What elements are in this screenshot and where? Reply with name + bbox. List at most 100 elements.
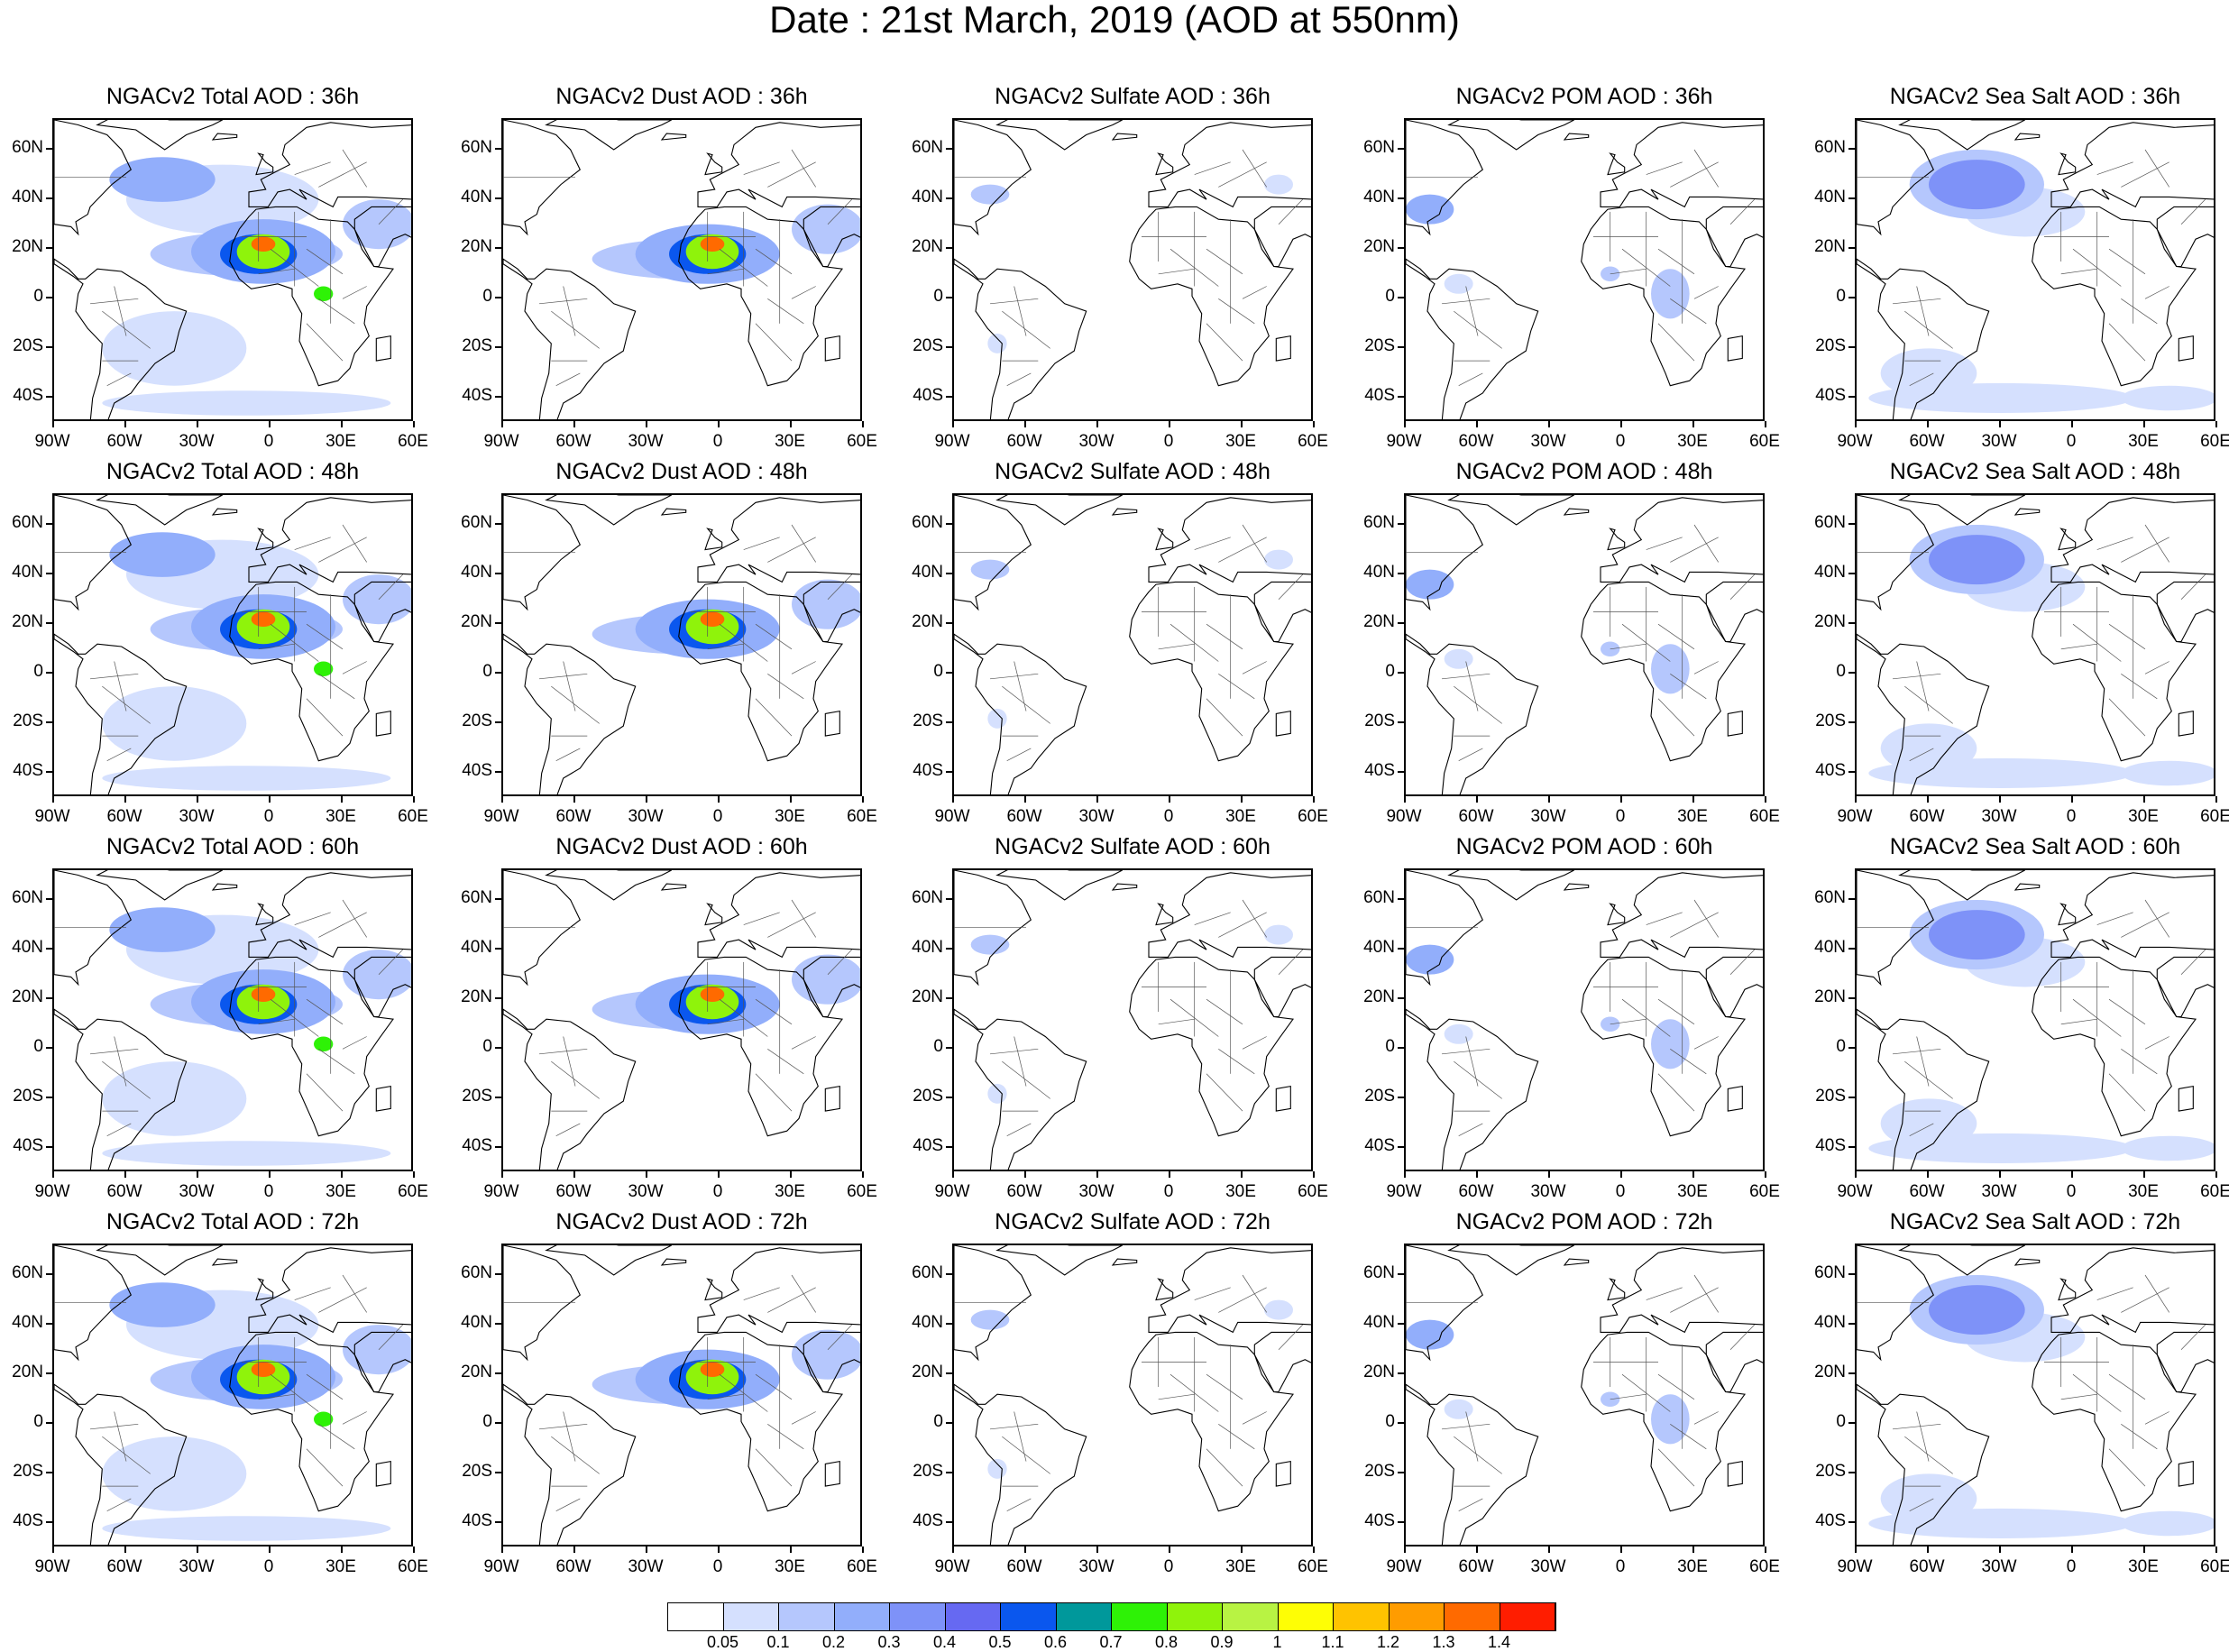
lon-tick xyxy=(2143,1546,2145,1553)
colorbar-swatch xyxy=(1389,1603,1445,1630)
country-border xyxy=(555,1123,581,1137)
lat-label: 40N xyxy=(1363,1313,1395,1333)
map-area xyxy=(52,1244,413,1546)
coastline xyxy=(229,956,394,1137)
lon-tick xyxy=(1692,1546,1694,1553)
lon-tick xyxy=(341,421,343,427)
country-border xyxy=(2108,1373,2146,1400)
country-border xyxy=(755,1073,793,1112)
panel-title: NGACv2 Total AOD : 36h xyxy=(105,84,360,109)
aod-plume xyxy=(1406,569,1454,600)
lon-tick xyxy=(573,421,575,427)
country-border xyxy=(755,998,793,1025)
coastline xyxy=(1155,903,1174,926)
aod-field xyxy=(1857,120,2214,419)
lon-label: 0 xyxy=(712,432,723,451)
aod-plume xyxy=(1601,641,1620,657)
lat-label: 60N xyxy=(12,888,43,908)
coastline xyxy=(2013,883,2041,891)
country-border xyxy=(2108,998,2146,1025)
country-border xyxy=(1454,685,1502,724)
coastline xyxy=(1447,1245,1574,1276)
lat-tick xyxy=(1848,1273,1855,1275)
lat-tick xyxy=(946,721,952,723)
country-border xyxy=(1006,1123,1032,1137)
lon-tick xyxy=(862,796,864,803)
lon-label: 0 xyxy=(1615,432,1626,451)
lon-tick xyxy=(413,1171,415,1178)
country-border xyxy=(89,673,139,680)
coastline xyxy=(954,1383,1087,1545)
lon-tick xyxy=(646,1171,647,1178)
map-area xyxy=(501,1244,862,1546)
lat-tick xyxy=(1848,346,1855,348)
country-border xyxy=(1206,1073,1243,1112)
map-area xyxy=(1855,1244,2215,1546)
country-border xyxy=(707,268,744,275)
lon-label: 30E xyxy=(1677,1182,1708,1201)
lon-label: 30W xyxy=(1981,1182,2017,1201)
lon-tick xyxy=(1313,1546,1315,1553)
lat-label: 0 xyxy=(33,1412,43,1432)
aod-plume xyxy=(700,1362,725,1377)
coastline xyxy=(1581,1331,1746,1512)
country-border xyxy=(767,1049,804,1075)
country-border xyxy=(1904,1060,1953,1099)
coastline xyxy=(503,633,637,794)
country-border xyxy=(1218,537,1267,563)
lon-tick xyxy=(1855,796,1857,803)
country-border xyxy=(551,1436,600,1474)
lat-tick xyxy=(1848,898,1855,900)
country-border xyxy=(551,310,600,349)
lat-label: 40N xyxy=(1814,563,1846,583)
lat-tick xyxy=(1398,247,1404,249)
coastline xyxy=(954,120,1032,236)
country-border xyxy=(378,198,403,225)
coastline xyxy=(545,495,672,526)
lon-label: 60W xyxy=(555,432,592,451)
lon-tick xyxy=(1024,796,1026,803)
lon-label: 60E xyxy=(1298,432,1328,451)
lon-tick xyxy=(2071,421,2073,427)
country-border xyxy=(1657,323,1695,362)
country-border xyxy=(114,1036,127,1087)
country-border xyxy=(1170,248,1219,287)
lon-tick xyxy=(1855,421,1857,427)
coastline xyxy=(353,956,411,1018)
lon-label: 0 xyxy=(2066,807,2077,826)
lon-label: 60W xyxy=(106,1182,142,1201)
coastline xyxy=(995,870,1123,901)
country-border xyxy=(989,1423,1039,1430)
lon-tick xyxy=(124,421,126,427)
country-border xyxy=(755,623,793,650)
coastline xyxy=(255,528,274,551)
lon-tick xyxy=(1620,421,1622,427)
country-border xyxy=(707,1393,744,1400)
coastline xyxy=(1857,120,1934,236)
lat-tick xyxy=(1398,948,1404,950)
lon-tick xyxy=(1169,1546,1170,1553)
country-border xyxy=(306,1448,344,1487)
aod-plume xyxy=(1444,648,1473,669)
aod-plume xyxy=(1601,1016,1620,1032)
lon-tick xyxy=(2215,796,2217,803)
coastline xyxy=(2178,1460,2194,1487)
aod-plume xyxy=(1651,644,1690,694)
lon-tick xyxy=(1241,796,1243,803)
lat-tick xyxy=(1398,197,1404,199)
coastline xyxy=(1600,1247,1763,1334)
lat-label: 20S xyxy=(13,1087,43,1106)
country-border xyxy=(258,1393,295,1400)
coastline xyxy=(2058,903,2077,926)
lat-label: 0 xyxy=(482,1412,492,1432)
country-border xyxy=(1465,1411,1479,1462)
lat-label: 60N xyxy=(1363,888,1395,908)
coastline xyxy=(248,1247,411,1334)
panel-title: NGACv2 POM AOD : 36h xyxy=(1455,84,1713,109)
lon-label: 60W xyxy=(1909,807,1945,826)
lon-label: 0 xyxy=(263,1557,274,1576)
country-border xyxy=(2121,912,2169,938)
lat-label: 0 xyxy=(33,287,43,307)
lon-label: 60W xyxy=(1458,432,1494,451)
lon-tick xyxy=(1024,1171,1026,1178)
